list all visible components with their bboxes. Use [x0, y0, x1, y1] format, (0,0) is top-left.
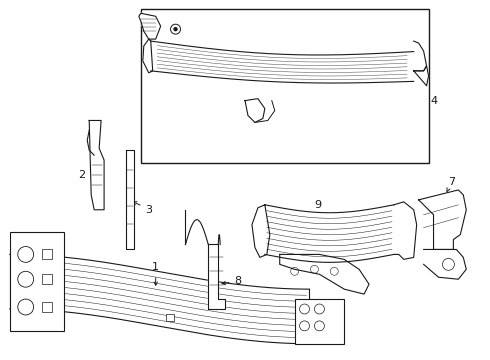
Bar: [42, 249, 51, 260]
Polygon shape: [208, 244, 225, 309]
Bar: [42, 302, 51, 312]
Text: 3: 3: [133, 202, 152, 215]
Polygon shape: [252, 205, 270, 257]
Text: 6: 6: [184, 26, 209, 36]
Polygon shape: [394, 202, 416, 260]
Bar: [294, 299, 344, 344]
Polygon shape: [418, 190, 466, 249]
Text: 5: 5: [256, 120, 264, 138]
Polygon shape: [424, 249, 466, 279]
Polygon shape: [139, 13, 161, 39]
Text: 7: 7: [447, 177, 455, 192]
Circle shape: [174, 28, 177, 31]
Bar: [42, 274, 51, 284]
Bar: [166, 314, 173, 321]
Polygon shape: [245, 99, 265, 122]
Polygon shape: [89, 121, 104, 210]
Text: 2: 2: [78, 170, 94, 180]
Text: 1: 1: [152, 262, 159, 285]
Polygon shape: [143, 39, 153, 73]
Polygon shape: [414, 66, 429, 86]
Polygon shape: [414, 41, 427, 71]
Polygon shape: [126, 150, 134, 249]
Polygon shape: [280, 255, 369, 294]
Text: 4: 4: [420, 69, 437, 105]
Bar: [141, 9, 429, 163]
Text: 8: 8: [222, 276, 242, 286]
Bar: [10, 231, 64, 331]
Text: 9: 9: [314, 200, 321, 217]
